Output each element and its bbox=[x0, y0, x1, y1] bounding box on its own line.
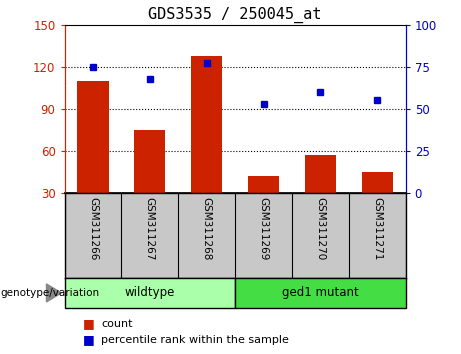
Bar bbox=[134, 130, 165, 193]
Bar bbox=[191, 56, 222, 193]
Bar bbox=[361, 172, 393, 193]
Text: genotype/variation: genotype/variation bbox=[0, 288, 99, 298]
Text: GSM311267: GSM311267 bbox=[145, 197, 155, 261]
Bar bbox=[77, 81, 109, 193]
Text: GSM311270: GSM311270 bbox=[315, 197, 325, 261]
Bar bbox=[235, 278, 406, 308]
Text: percentile rank within the sample: percentile rank within the sample bbox=[101, 335, 290, 345]
Text: wildtype: wildtype bbox=[124, 286, 175, 299]
Text: GSM311266: GSM311266 bbox=[88, 197, 98, 261]
Text: ged1 mutant: ged1 mutant bbox=[282, 286, 359, 299]
Bar bbox=[248, 176, 279, 193]
Bar bbox=[65, 278, 235, 308]
Text: count: count bbox=[101, 319, 133, 329]
Polygon shape bbox=[47, 284, 61, 302]
Title: GDS3535 / 250045_at: GDS3535 / 250045_at bbox=[148, 7, 322, 23]
Text: GSM311271: GSM311271 bbox=[372, 197, 382, 261]
Bar bbox=[305, 155, 336, 193]
Text: ■: ■ bbox=[83, 318, 95, 330]
Text: ■: ■ bbox=[83, 333, 95, 346]
Text: GSM311269: GSM311269 bbox=[259, 197, 269, 261]
Text: GSM311268: GSM311268 bbox=[201, 197, 212, 261]
